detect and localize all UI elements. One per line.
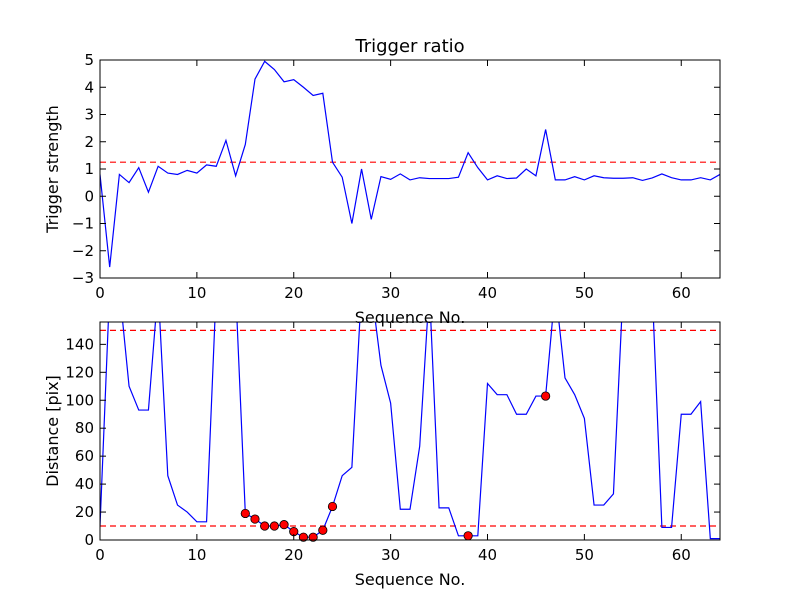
x-tick-label: 40 — [478, 546, 497, 564]
x-tick-label: 60 — [672, 546, 691, 564]
data-point — [260, 521, 270, 531]
series-line — [100, 60, 720, 268]
data-point — [318, 525, 328, 535]
x-tick-label: 30 — [381, 284, 400, 302]
axes-frame — [99, 321, 721, 541]
y-tick-label: 4 — [84, 78, 94, 96]
y-axis-label: Trigger strength — [43, 105, 62, 234]
y-tick-label: 80 — [75, 419, 94, 437]
y-tick-label: 120 — [65, 363, 94, 381]
x-tick-label: 0 — [95, 546, 105, 564]
axes-frame — [99, 59, 721, 279]
y-tick-label: 5 — [84, 51, 94, 69]
x-tick-label: 60 — [672, 284, 691, 302]
x-tick-label: 50 — [575, 284, 594, 302]
chart-panel-1: 0 10 20 30 40 50 60 −3 −2 −1 0 1 2 3 4 5 Trigger ratio Se… — [43, 36, 721, 327]
y-tick-label: 140 — [65, 335, 94, 353]
y-tick-label: 60 — [75, 447, 94, 465]
series-line — [100, 322, 720, 540]
y-tick-label: 40 — [75, 475, 94, 493]
data-point — [327, 501, 338, 512]
data-point — [308, 532, 318, 542]
x-tick-label: 10 — [187, 284, 206, 302]
y-tick-label: 0 — [84, 531, 94, 549]
data-point — [269, 521, 279, 531]
x-tick-label: 20 — [284, 546, 303, 564]
y-axis-label: Distance [pix] — [43, 375, 62, 487]
x-tick-label: 40 — [478, 284, 497, 302]
data-point — [279, 520, 289, 530]
y-tick-label: 3 — [84, 106, 94, 124]
y-tick-label: −1 — [72, 215, 94, 233]
x-tick-label: 30 — [381, 546, 400, 564]
chart-title: Trigger ratio — [354, 36, 464, 57]
data-point — [541, 391, 551, 401]
x-tick-label: 0 — [95, 284, 105, 302]
x-axis-label: Sequence No. — [355, 570, 466, 589]
chart-panel-2: 0 10 20 30 40 50 60 0 20 40 60 80 100 120 140 Sequence … — [43, 321, 721, 589]
x-axis-label: Sequence No. — [355, 308, 466, 327]
data-point — [298, 532, 309, 542]
x-tick-label: 20 — [284, 284, 303, 302]
y-tick-label: 100 — [65, 391, 94, 409]
y-tick-label: −2 — [72, 242, 94, 260]
y-tick-label: 2 — [84, 133, 94, 151]
data-point — [240, 508, 250, 519]
y-tick-label: 1 — [84, 160, 94, 178]
y-tick-label: −3 — [72, 269, 94, 287]
data-point — [463, 531, 473, 541]
data-point — [250, 514, 260, 524]
y-tick-label: 20 — [75, 503, 94, 521]
x-tick-label: 10 — [187, 546, 206, 564]
y-tick-label: 0 — [84, 187, 94, 205]
x-tick-label: 50 — [575, 546, 594, 564]
